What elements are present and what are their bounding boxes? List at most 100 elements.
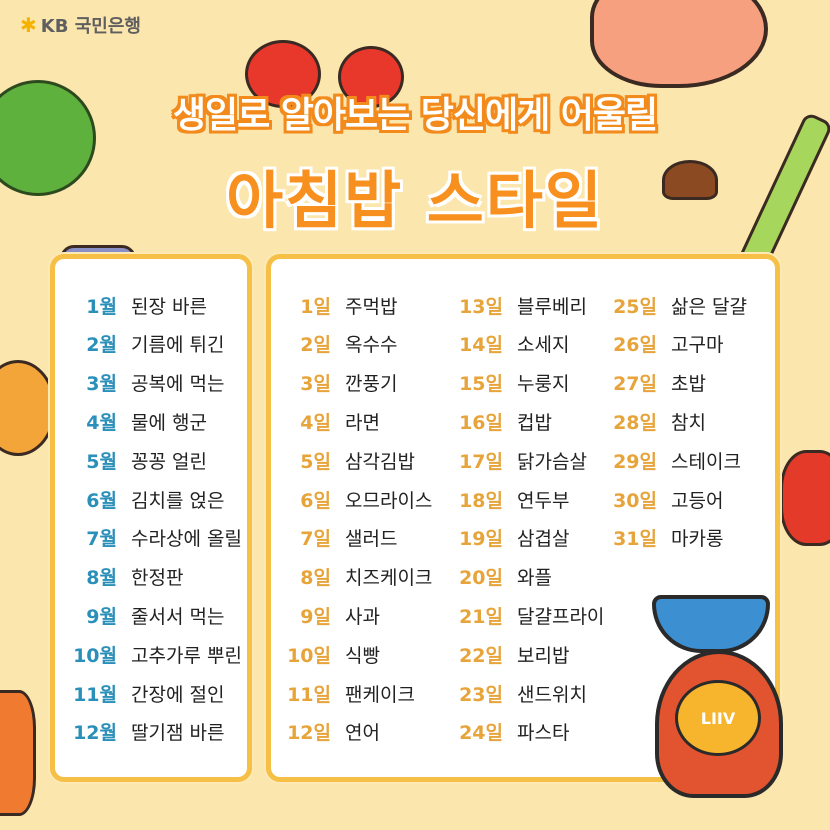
item-number: 5월: [86, 450, 117, 473]
list-item: 19일 삼겹살: [443, 523, 569, 553]
item-text: 참치: [671, 411, 706, 434]
list-item: 16일 컵밥: [443, 406, 552, 436]
item-text: 연어: [345, 722, 380, 745]
item-text: 수라상에 올릴: [131, 528, 242, 551]
broccoli-illustration: [0, 80, 96, 196]
item-number: 9월: [86, 605, 117, 628]
list-item: 23일 샌드위치: [443, 678, 587, 708]
item-text: 고추가루 뿌린: [131, 644, 242, 667]
list-item: 3월 공복에 먹는: [55, 368, 224, 398]
list-item: 20일 와플: [443, 562, 552, 592]
item-text: 닭가슴살: [517, 450, 587, 473]
list-item: 11일 팬케이크: [271, 678, 415, 708]
item-number: 2일: [300, 334, 331, 357]
list-item: 9일 사과: [271, 600, 380, 630]
item-number: 6월: [86, 489, 117, 512]
item-number: 22일: [459, 644, 503, 667]
list-item: 25일 삶은 달걀: [597, 290, 747, 320]
item-text: 삼각김밥: [345, 450, 415, 473]
list-item: 10월 고추가루 뿌린: [55, 639, 242, 669]
item-number: 12일: [287, 722, 331, 745]
carrot-illustration: [0, 690, 36, 816]
month-panel: 1월 된장 바른 2월 기름에 튀긴 3월 공복에 먹는 4월 물에 행군 5월 꽁꽁 얼린 6월 김…: [50, 254, 252, 782]
item-number: 1일: [300, 295, 331, 318]
list-item: 31일 마카롱: [597, 523, 723, 553]
item-number: 12월: [73, 722, 117, 745]
item-number: 10월: [73, 644, 117, 667]
item-text: 팬케이크: [345, 683, 415, 706]
item-text: 깐풍기: [345, 373, 398, 396]
pepper-illustration: [780, 450, 830, 546]
item-text: 샌드위치: [517, 683, 587, 706]
list-item: 5일 삼각김밥: [271, 445, 415, 475]
item-number: 7월: [86, 528, 117, 551]
item-text: 삶은 달걀: [671, 295, 747, 318]
list-item: 17일 닭가슴살: [443, 445, 587, 475]
item-number: 19일: [459, 528, 503, 551]
item-text: 꽁꽁 얼린: [131, 450, 207, 473]
item-number: 26일: [613, 334, 657, 357]
list-item: 21일 달걀프라이: [443, 600, 604, 630]
list-item: 29일 스테이크: [597, 445, 741, 475]
item-text: 고구마: [671, 334, 724, 357]
list-item: 7일 샐러드: [271, 523, 397, 553]
item-number: 25일: [613, 295, 657, 318]
list-item: 6월 김치를 얹은: [55, 484, 224, 514]
item-number: 3월: [86, 373, 117, 396]
list-item: 4월 물에 행군: [55, 406, 207, 436]
item-number: 13일: [459, 295, 503, 318]
list-item: 5월 꽁꽁 얼린: [55, 445, 207, 475]
item-text: 딸기잼 바른: [131, 722, 225, 745]
item-number: 17일: [459, 450, 503, 473]
list-item: 12월 딸기잼 바른: [55, 717, 224, 747]
item-number: 11월: [73, 683, 117, 706]
item-number: 27일: [613, 373, 657, 396]
item-text: 라면: [345, 411, 380, 434]
item-text: 컵밥: [517, 411, 552, 434]
item-number: 9일: [300, 605, 331, 628]
list-item: 26일 고구마: [597, 329, 723, 359]
item-number: 20일: [459, 567, 503, 590]
item-text: 오므라이스: [345, 489, 433, 512]
item-number: 3일: [300, 373, 331, 396]
list-item: 14일 소세지: [443, 329, 569, 359]
item-number: 1월: [86, 295, 117, 318]
list-item: 4일 라면: [271, 406, 380, 436]
item-text: 누룽지: [517, 373, 570, 396]
item-number: 18일: [459, 489, 503, 512]
item-text: 파스타: [517, 722, 570, 745]
kb-logo: ✱ KB 국민은행: [20, 12, 141, 38]
list-item: 11월 간장에 절인: [55, 678, 224, 708]
item-number: 8월: [86, 567, 117, 590]
item-text: 소세지: [517, 334, 570, 357]
list-item: 27일 초밥: [597, 368, 706, 398]
logo-text: KB 국민은행: [40, 16, 141, 37]
list-item: 9월 줄서서 먹는: [55, 600, 224, 630]
list-item: 7월 수라상에 올릴: [55, 523, 242, 553]
list-item: 28일 참치: [597, 406, 706, 436]
item-number: 7일: [300, 528, 331, 551]
item-number: 24일: [459, 722, 503, 745]
steak-illustration: [590, 0, 768, 88]
tomato-illustration: [338, 46, 404, 108]
item-text: 공복에 먹는: [131, 373, 225, 396]
item-number: 29일: [613, 450, 657, 473]
list-item: 13일 블루베리: [443, 290, 587, 320]
item-text: 물에 행군: [131, 411, 207, 434]
item-text: 주먹밥: [345, 295, 398, 318]
list-item: 18일 연두부: [443, 484, 569, 514]
item-text: 옥수수: [345, 334, 398, 357]
list-item: 30일 고등어: [597, 484, 723, 514]
item-text: 샐러드: [345, 528, 398, 551]
item-number: 31일: [613, 528, 657, 551]
item-text: 와플: [517, 567, 552, 590]
item-text: 삼겹살: [517, 528, 570, 551]
item-number: 2월: [86, 334, 117, 357]
item-number: 8일: [300, 567, 331, 590]
item-text: 마카롱: [671, 528, 724, 551]
item-text: 간장에 절인: [131, 683, 225, 706]
item-number: 5일: [300, 450, 331, 473]
list-item: 15일 누룽지: [443, 368, 569, 398]
list-item: 8일 치즈케이크: [271, 562, 432, 592]
list-item: 2월 기름에 튀긴: [55, 329, 224, 359]
